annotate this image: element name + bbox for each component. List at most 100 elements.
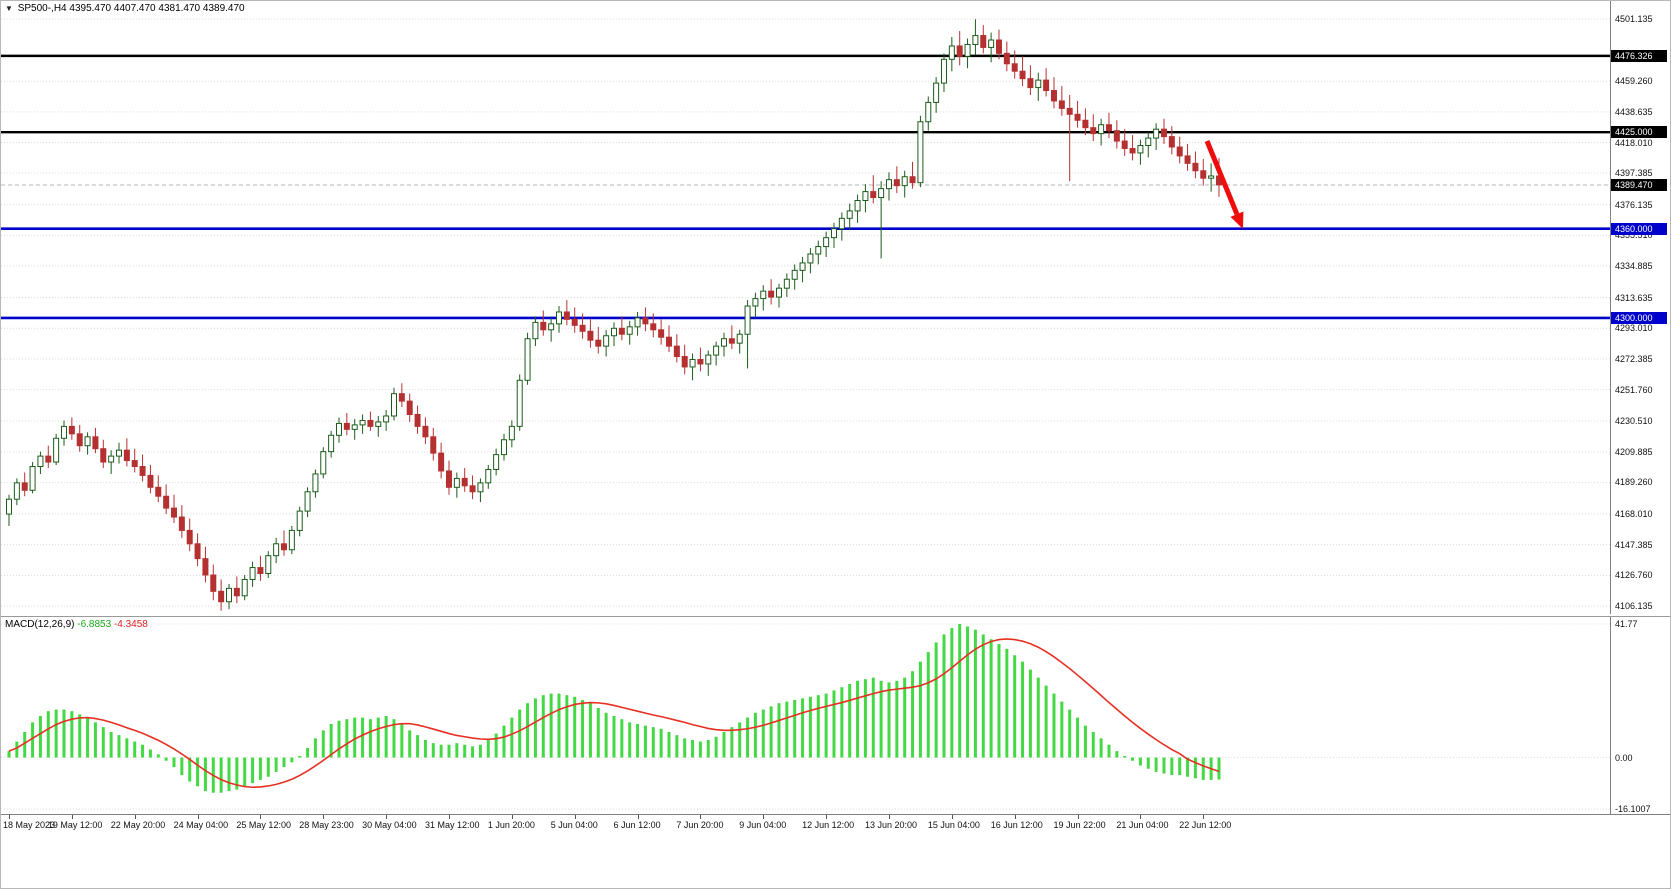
macd-histogram-bar (510, 717, 514, 758)
macd-histogram-bar (1154, 757, 1158, 772)
bear-candle (92, 436, 99, 450)
bear-candle (956, 45, 963, 57)
bull-candle (917, 121, 924, 184)
bull-candle (477, 482, 484, 493)
macd-histogram-bar (133, 741, 137, 758)
time-axis-label: 19 May 12:00 (47, 820, 103, 830)
price-axis-label: 4313.635 (1615, 292, 1653, 303)
bear-candle (1043, 79, 1050, 92)
bear-candle (1019, 70, 1026, 80)
bull-candle (108, 455, 115, 463)
macd-histogram-bar (1201, 757, 1205, 780)
price-level-badge: 4425.000 (1611, 126, 1667, 139)
time-axis-label: 30 May 04:00 (362, 820, 417, 830)
macd-histogram-bar (612, 715, 616, 758)
price-chart-panel[interactable]: ▼ SP500-,H4 4395.470 4407.470 4381.470 4… (1, 1, 1610, 614)
macd-panel[interactable]: MACD(12,26,9) -6.8853 -4.3458 (1, 616, 1610, 814)
macd-histogram-bar (966, 626, 970, 758)
macd-histogram-bar (86, 717, 90, 758)
bear-candle (1192, 162, 1199, 172)
macd-histogram-bar (840, 687, 844, 758)
bear-candle (430, 436, 437, 454)
macd-histogram-bar (958, 624, 962, 758)
macd-histogram-bar (683, 738, 687, 758)
macd-histogram-bar (785, 701, 789, 758)
chart-title-overlay: ▼ SP500-,H4 4395.470 4407.470 4381.470 4… (5, 3, 245, 14)
macd-histogram-bar (856, 680, 860, 758)
bull-candle (524, 338, 531, 381)
bear-candle (367, 419, 374, 427)
macd-histogram-bar (895, 680, 899, 758)
macd-histogram-bar (1060, 701, 1064, 758)
macd-histogram-bar (15, 741, 19, 758)
bull-candle (375, 421, 382, 427)
arrow-annotation-head[interactable] (1230, 211, 1244, 229)
macd-histogram-bar (793, 699, 797, 758)
macd-histogram-bar (400, 723, 404, 758)
macd-histogram-bar (423, 739, 427, 758)
price-axis[interactable]: 4501.135 4459.260 4438.635 4418.010 4397.385… (1610, 1, 1670, 614)
macd-histogram-bar (447, 744, 451, 758)
macd-histogram-bar (848, 684, 852, 758)
bear-candle (155, 486, 162, 497)
bull-candle (885, 179, 892, 190)
bear-candle (45, 455, 52, 463)
bear-candle (595, 339, 602, 347)
time-axis-tick (1203, 815, 1205, 819)
bull-candle (1153, 128, 1160, 139)
bull-candle (783, 278, 790, 289)
macd-histogram-bar (463, 744, 467, 758)
bull-candle (634, 317, 641, 328)
price-axis-label: 4438.635 (1615, 106, 1653, 117)
bull-candle (901, 176, 908, 187)
bear-candle (1113, 130, 1120, 142)
bear-candle (147, 474, 154, 488)
price-axis-label: 4334.885 (1615, 261, 1653, 272)
bear-candle (178, 516, 185, 531)
bull-candle (720, 338, 727, 347)
macd-histogram-bar (486, 739, 490, 758)
macd-histogram-bar (675, 735, 679, 758)
ohlc-close-value: 4389.470 (202, 3, 245, 14)
bear-candle (658, 329, 665, 338)
bear-candle (1160, 128, 1167, 138)
macd-histogram-bar (345, 719, 349, 758)
bull-candle (390, 393, 397, 417)
macd-histogram-bar (777, 703, 781, 758)
macd-histogram-bar (78, 714, 82, 758)
macd-histogram-bar (1107, 744, 1111, 758)
time-axis-label: 31 May 12:00 (424, 820, 480, 830)
time-axis[interactable]: 18 May 2023 19 May 12:00 22 May 20:00 24 Ma… (1, 814, 1670, 888)
macd-histogram-bar (1052, 693, 1056, 758)
macd-histogram-bar (1186, 757, 1190, 777)
price-axis-label: 4418.010 (1615, 137, 1653, 148)
arrow-annotation-shaft[interactable] (1204, 140, 1240, 216)
price-level-badge: 4389.470 (1611, 178, 1667, 191)
macd-indicator-label: MACD(12,26,9) -6.8853 -4.3458 (5, 619, 148, 630)
bear-candle (398, 393, 405, 402)
bear-candle (893, 179, 900, 187)
bull-candle (736, 333, 743, 344)
macd-histogram-bar (1076, 717, 1080, 758)
macd-histogram-bar (1005, 648, 1009, 758)
macd-histogram-bar (290, 757, 294, 763)
bear-candle (697, 359, 704, 365)
macd-histogram-bar (746, 717, 750, 758)
price-axis-label: 4189.260 (1615, 477, 1653, 488)
chevron-down-icon[interactable]: ▼ (5, 4, 13, 13)
bull-candle (335, 422, 342, 436)
bull-candle (626, 326, 633, 335)
macd-histogram-bar (1138, 757, 1142, 766)
bear-candle (1200, 170, 1207, 179)
bull-candle (713, 345, 720, 356)
price-level-badge: 4476.326 (1611, 49, 1667, 62)
macd-histogram-bar (156, 754, 160, 758)
time-axis-label: 5 Jun 04:00 (550, 820, 598, 830)
bull-candle (351, 424, 358, 430)
bull-candle (1145, 137, 1152, 147)
bull-candle (799, 262, 806, 271)
bull-candle (532, 321, 539, 340)
macd-histogram-bar (918, 661, 922, 758)
bull-candle (383, 415, 390, 423)
macd-histogram-bar (1217, 757, 1221, 780)
